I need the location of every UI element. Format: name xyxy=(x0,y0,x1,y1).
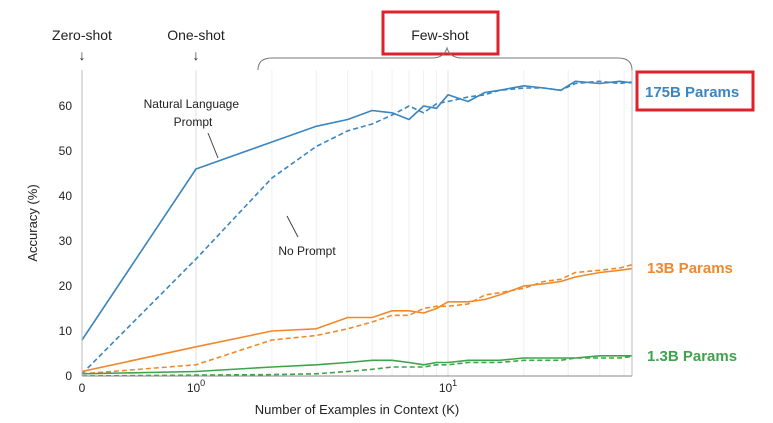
annotation-no-prompt-pointer xyxy=(286,215,299,238)
grid xyxy=(195,70,625,376)
y-tick-label: 50 xyxy=(59,144,73,158)
one-shot-label: One-shot xyxy=(167,27,225,43)
one-shot-arrow: ↓ xyxy=(193,47,200,63)
x-tick-label: 0 xyxy=(79,381,86,395)
few-shot-brace xyxy=(257,46,633,71)
x-tick-label: 100 xyxy=(187,378,205,395)
series-label-13b: 13B Params xyxy=(647,260,733,277)
series-label-1-3b: 1.3B Params xyxy=(647,348,737,365)
series-line-175b-params-dashed xyxy=(82,80,632,375)
y-tick-label: 10 xyxy=(59,324,73,338)
few-shot-label: Few-shot xyxy=(411,27,469,43)
zero-shot-label: Zero-shot xyxy=(52,27,112,43)
series-line-13b-params-dashed xyxy=(82,263,632,375)
series-line-13b-params-solid xyxy=(82,267,632,373)
series-label-175b: 175B Params xyxy=(645,84,739,101)
y-tick-label: 40 xyxy=(59,189,73,203)
y-tick-label: 30 xyxy=(59,234,73,248)
series-lines xyxy=(82,80,632,376)
y-tick-label: 20 xyxy=(59,279,73,293)
annotation-natural-language-prompt: Natural Language Prompt xyxy=(144,97,243,129)
series-line-1-3b-params-dashed xyxy=(82,355,632,376)
annotation-no-prompt: No Prompt xyxy=(278,244,336,258)
zero-shot-arrow: ↓ xyxy=(79,47,86,63)
x-axis-label: Number of Examples in Context (K) xyxy=(255,402,459,417)
x-tick-label: 101 xyxy=(439,378,457,395)
axes xyxy=(81,70,633,377)
few-shot-highlight-box xyxy=(381,10,500,56)
tick-labels: 0 10 20 30 40 50 60 0 100 101 xyxy=(59,99,458,395)
series-line-175b-params-solid xyxy=(82,80,632,341)
175b-highlight-box xyxy=(635,70,755,112)
y-axis-label: Accuracy (%) xyxy=(25,184,40,261)
y-tick-label: 0 xyxy=(65,369,72,383)
y-tick-label: 60 xyxy=(59,99,73,113)
series-line-1-3b-params-solid xyxy=(82,354,632,375)
annotation-natural-language-pointer xyxy=(207,132,219,159)
